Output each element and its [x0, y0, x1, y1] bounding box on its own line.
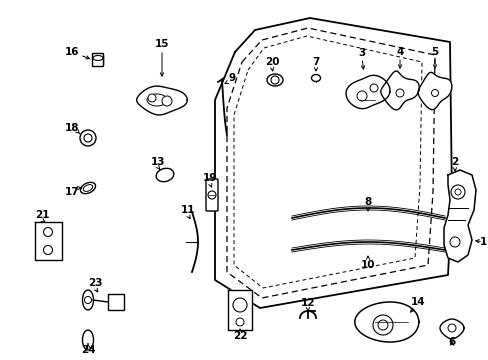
- Circle shape: [454, 189, 460, 195]
- Text: 18: 18: [64, 123, 79, 133]
- Ellipse shape: [311, 75, 320, 81]
- Text: 10: 10: [360, 260, 374, 270]
- Text: 24: 24: [81, 345, 95, 355]
- Circle shape: [207, 191, 216, 199]
- Polygon shape: [227, 290, 251, 330]
- Text: 14: 14: [410, 297, 425, 307]
- Circle shape: [43, 228, 52, 237]
- Circle shape: [447, 324, 455, 332]
- Text: 4: 4: [395, 47, 403, 57]
- Text: 13: 13: [150, 157, 165, 167]
- Circle shape: [372, 315, 392, 335]
- Circle shape: [84, 297, 91, 303]
- Ellipse shape: [82, 290, 93, 310]
- Text: 17: 17: [64, 187, 79, 197]
- Polygon shape: [35, 222, 62, 260]
- Text: 16: 16: [64, 47, 79, 57]
- Circle shape: [236, 318, 244, 326]
- Text: 12: 12: [300, 298, 315, 308]
- Text: 8: 8: [364, 197, 371, 207]
- Bar: [108, 294, 124, 310]
- Polygon shape: [346, 75, 389, 109]
- Circle shape: [377, 320, 387, 330]
- Text: 2: 2: [450, 157, 458, 167]
- Circle shape: [450, 185, 464, 199]
- Text: 15: 15: [154, 39, 169, 49]
- Circle shape: [430, 90, 438, 96]
- Text: 7: 7: [312, 57, 319, 67]
- Ellipse shape: [81, 183, 95, 194]
- Text: 6: 6: [447, 337, 455, 347]
- FancyBboxPatch shape: [205, 179, 218, 211]
- Text: 5: 5: [430, 47, 438, 57]
- Circle shape: [84, 134, 92, 142]
- Ellipse shape: [156, 168, 174, 182]
- Polygon shape: [354, 302, 418, 342]
- Polygon shape: [439, 319, 463, 339]
- Circle shape: [162, 96, 172, 106]
- Polygon shape: [380, 71, 418, 110]
- Text: 23: 23: [87, 278, 102, 288]
- Ellipse shape: [83, 185, 93, 192]
- Ellipse shape: [266, 74, 283, 86]
- Circle shape: [356, 91, 366, 101]
- Polygon shape: [443, 170, 475, 262]
- Polygon shape: [137, 86, 187, 115]
- Text: 11: 11: [181, 205, 195, 215]
- Ellipse shape: [82, 330, 93, 350]
- FancyBboxPatch shape: [92, 54, 103, 67]
- Text: 20: 20: [264, 57, 279, 67]
- Text: 9: 9: [228, 73, 235, 83]
- Circle shape: [232, 298, 246, 312]
- Circle shape: [270, 76, 279, 84]
- Text: 1: 1: [478, 237, 486, 247]
- Circle shape: [395, 89, 403, 97]
- Text: 19: 19: [203, 173, 217, 183]
- Text: 21: 21: [35, 210, 49, 220]
- Polygon shape: [417, 72, 451, 109]
- Circle shape: [43, 246, 52, 255]
- Ellipse shape: [93, 55, 103, 60]
- Circle shape: [148, 94, 156, 102]
- Circle shape: [369, 84, 377, 92]
- Circle shape: [449, 237, 459, 247]
- Ellipse shape: [147, 94, 167, 106]
- Text: 3: 3: [358, 48, 365, 58]
- Text: 22: 22: [232, 331, 247, 341]
- Circle shape: [80, 130, 96, 146]
